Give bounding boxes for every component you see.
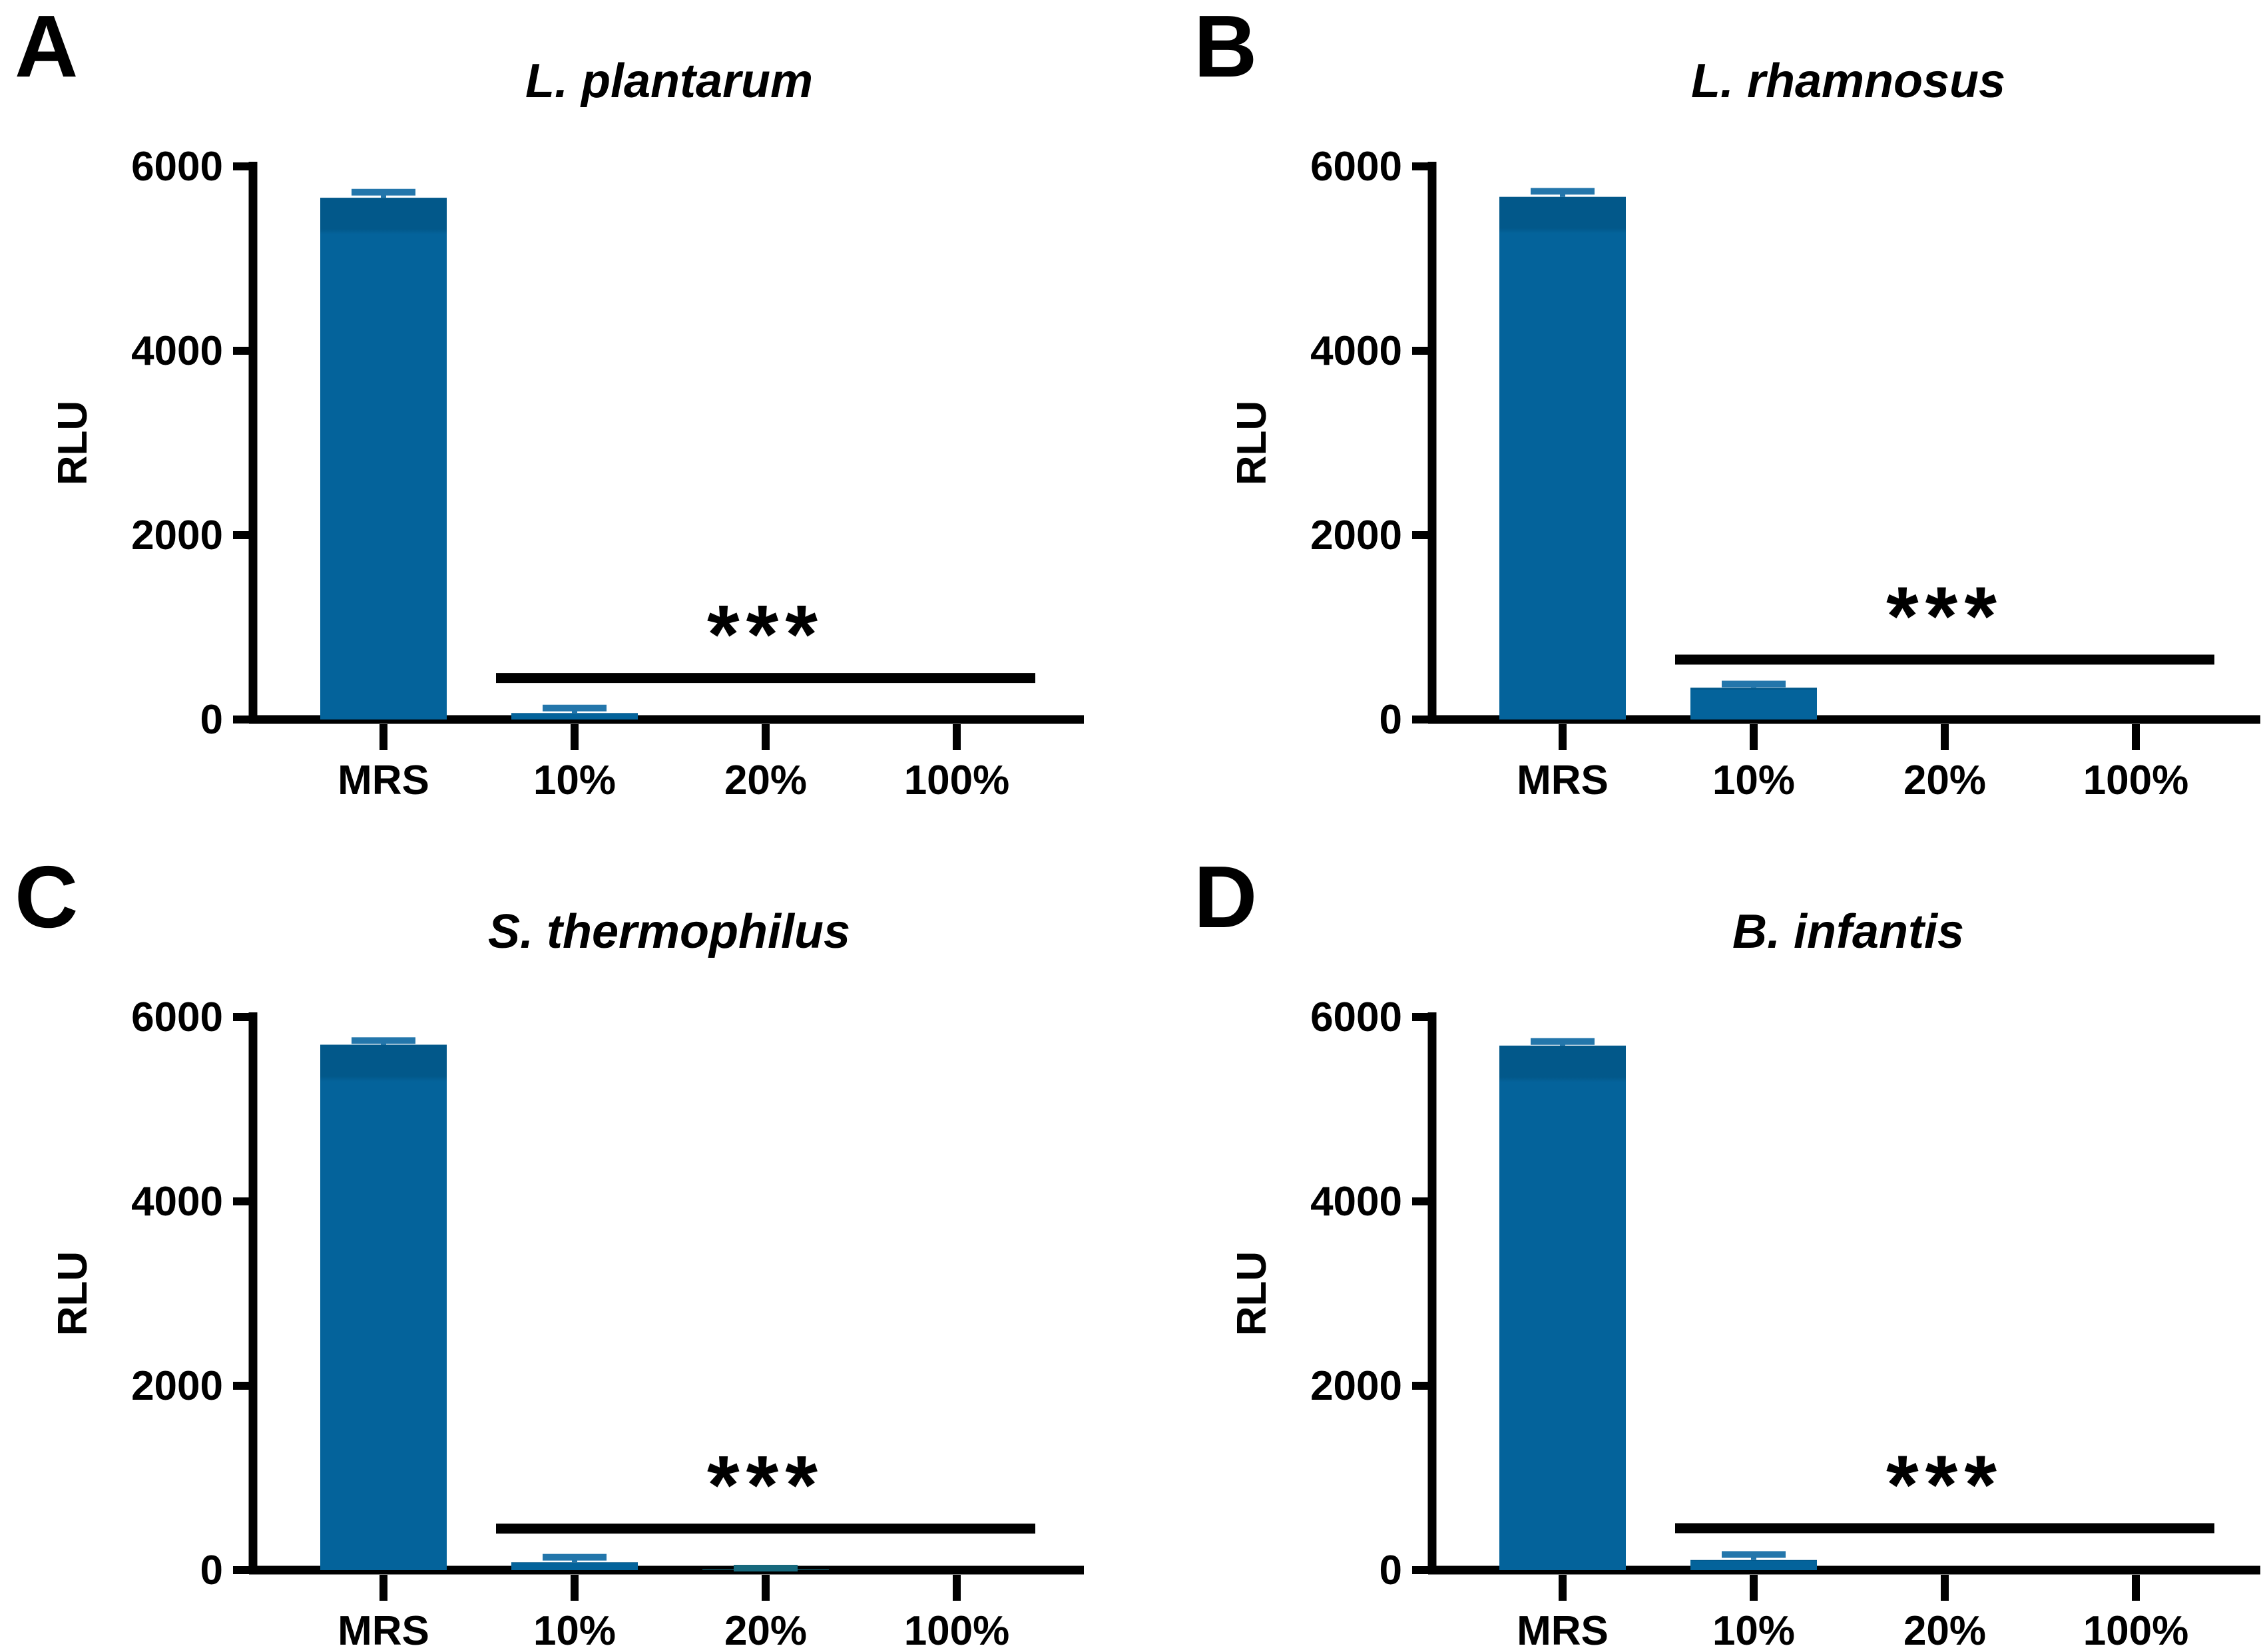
panel-c-y-tick-label: 6000 [131,994,223,1040]
panel-b-x-label-10%: 10% [1712,757,1795,803]
panel-c-significance-stars: *** [707,1440,824,1532]
panel-c-y-tick-label: 4000 [131,1179,223,1225]
panel-c-y-tick-label: 2000 [131,1363,223,1409]
panels-group: A L. plantarum 0 2000 4000 6000 RLU MRS 10% 20% 10… [15,0,2260,1652]
panel-d-bar-10% [1690,1559,1817,1570]
panel-b-bar-10% [1690,688,1817,720]
panel-b-title: L. rhamnosus [1691,55,2005,108]
panel-b: B L. rhamnosus 0 2000 4000 6000 RLU MRS 10% 20% 10… [1194,0,2260,803]
panel-d-y-tick-label: 4000 [1310,1179,1402,1225]
panel-d-x-label-20%: 20% [1903,1608,1986,1652]
panel-c-ylabel: RLU [50,1251,96,1336]
panel-a-significance-stars: *** [707,589,824,682]
panel-d-significance-stars: *** [1886,1439,2003,1532]
panel-a-y-tick-label: 4000 [131,328,223,374]
panel-d-x-label-MRS: MRS [1517,1608,1609,1652]
panel-a-y-tick-label: 0 [200,697,223,743]
panel-d-bar-MRS [1499,1045,1626,1570]
panel-d-y-tick-label: 2000 [1310,1363,1402,1409]
panel-b-x-label-MRS: MRS [1517,757,1609,803]
panel-b-y-tick-label: 4000 [1310,328,1402,374]
panel-a-ylabel: RLU [50,401,96,485]
panel-b-bar-MRS [1499,196,1626,720]
panel-c-letter: C [15,848,78,946]
panel-a-y-tick-label: 6000 [131,144,223,190]
panel-c-bar-MRS [320,1044,447,1570]
panel-c-x-label-20%: 20% [724,1608,807,1652]
panel-a-letter: A [15,0,78,95]
panel-b-letter: B [1194,0,1257,95]
panel-c-y-tick-label: 0 [200,1548,223,1593]
panel-a-title: L. plantarum [525,55,813,108]
panel-b-x-label-20%: 20% [1903,757,1986,803]
panel-a-bar-MRS [320,198,447,720]
panel-d: D B. infantis 0 2000 4000 6000 RLU MRS 10% 20% 100… [1194,848,2260,1652]
panel-b-x-label-100%: 100% [2083,757,2189,803]
panel-d-y-tick-label: 6000 [1310,994,1402,1040]
panel-b-y-tick-label: 6000 [1310,144,1402,190]
panel-c-x-label-MRS: MRS [338,1608,429,1652]
panel-d-x-label-100%: 100% [2083,1608,2189,1652]
panel-d-title: B. infantis [1732,905,1964,958]
panel-b-y-tick-label: 0 [1380,697,1402,743]
panel-c-bar-10% [511,1562,638,1570]
panel-a-bar-10% [511,713,638,720]
panel-b-significance-stars: *** [1886,570,2003,663]
panel-a-x-label-10%: 10% [533,757,616,803]
panel-b-y-tick-label: 2000 [1310,513,1402,558]
panel-a-x-label-MRS: MRS [338,757,429,803]
panel-d-ylabel: RLU [1229,1251,1275,1336]
panel-a: A L. plantarum 0 2000 4000 6000 RLU MRS 10% 20% 10… [15,0,1084,803]
panel-c-title: S. thermophilus [488,905,850,958]
panel-b-ylabel: RLU [1229,401,1275,485]
panel-a-x-label-100%: 100% [904,757,1010,803]
panel-a-x-label-20%: 20% [724,757,807,803]
panel-d-letter: D [1194,848,1257,946]
panel-a-y-tick-label: 2000 [131,513,223,558]
panel-c-x-label-100%: 100% [904,1608,1010,1652]
panel-d-y-tick-label: 0 [1380,1548,1402,1593]
panel-c-x-label-10%: 10% [533,1608,616,1652]
panel-c: C S. thermophilus 0 2000 4000 6000 RLU MRS 10% 20… [15,848,1084,1652]
panel-d-x-label-10%: 10% [1712,1608,1795,1652]
